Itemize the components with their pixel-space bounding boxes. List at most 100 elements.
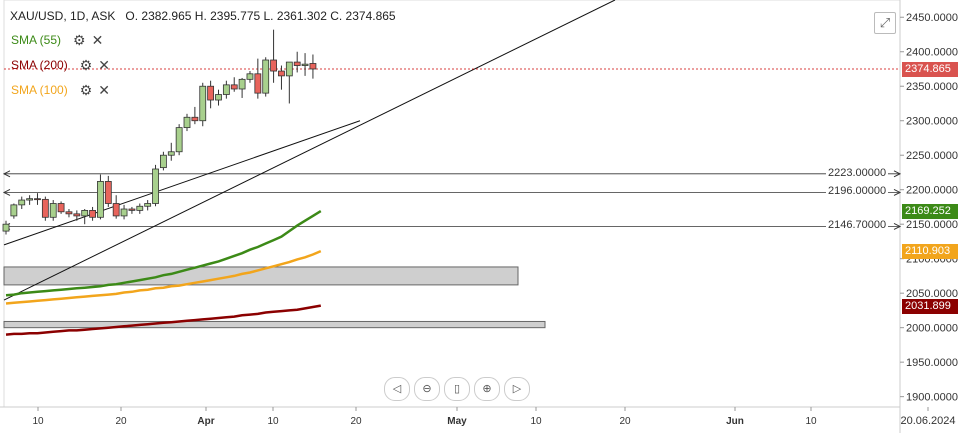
price-tag: 2031.899 [902, 298, 958, 314]
price-tag: 2110.903 [902, 244, 958, 260]
candle-body [26, 198, 34, 201]
candle-body [215, 94, 222, 101]
candle-body [222, 84, 230, 95]
close-icon[interactable]: ✕ [98, 82, 110, 98]
candle-body [199, 85, 207, 122]
line-arrow-right [893, 223, 902, 230]
y-tick-label: 2350.0000 [906, 81, 958, 93]
line-arrow-right [893, 170, 902, 178]
legend-label: SMA (55) [11, 33, 62, 47]
x-tick-label: Apr [197, 416, 214, 427]
candle-body [309, 63, 317, 70]
candle-body [301, 63, 309, 66]
sma55-line [5, 210, 322, 297]
legend-label: SMA (200) [11, 58, 68, 72]
y-tick-label: 2050.0000 [906, 288, 958, 300]
candle-body [167, 151, 175, 156]
candle-body [136, 205, 144, 211]
candle-body [128, 208, 136, 211]
candle-body [254, 73, 262, 94]
x-tick-label: 10 [32, 416, 44, 427]
price-tag: 2374.865 [902, 62, 958, 78]
chart-navigation: ◁ ⊖ ▯ ⊕ ▷ [384, 377, 530, 401]
candle-body [49, 203, 57, 218]
x-tick-label: 20.06.2024 [900, 415, 955, 427]
candle-body [57, 203, 65, 213]
candle-body [262, 59, 270, 94]
gear-icon[interactable]: ⚙ [73, 32, 86, 48]
y-tick-label: 2000.0000 [906, 323, 958, 335]
candle-body [2, 223, 10, 232]
gear-icon[interactable]: ⚙ [79, 82, 93, 98]
candle-body [285, 61, 293, 77]
legend-sma200: SMA (200) ⚙ ✕ [11, 57, 110, 73]
trend-line-upper [3, 0, 616, 301]
x-tick-label: 10 [267, 416, 279, 427]
hline-label: 2196.00000 [826, 185, 889, 198]
line-arrow-right [893, 189, 902, 196]
symbol-label: XAU/USD, 1D, ASK [10, 9, 116, 23]
candle-body [41, 198, 49, 218]
gear-icon[interactable]: ⚙ [79, 57, 93, 73]
candle-body [183, 116, 191, 129]
y-tick-label: 2300.0000 [906, 116, 958, 128]
scroll-left-button[interactable]: ◁ [384, 377, 410, 401]
candle-body [120, 208, 128, 217]
candle-body [34, 198, 41, 201]
trend-line-lower [3, 120, 361, 246]
y-tick-label: 1900.0000 [906, 392, 958, 404]
candle-body [97, 181, 104, 218]
x-tick-label: 10 [805, 416, 817, 427]
y-tick-label: 1950.0000 [906, 357, 958, 369]
candle-body [10, 204, 18, 217]
ohlc-header: XAU/USD, 1D, ASK O. 2382.965 H. 2395.775… [10, 9, 396, 23]
scroll-right-button[interactable]: ▷ [504, 377, 530, 401]
candle-body [230, 84, 238, 90]
close-icon[interactable]: ✕ [91, 32, 104, 48]
candle-body [81, 209, 89, 217]
line-arrow-left [2, 170, 11, 178]
x-tick-label: 20 [350, 416, 362, 427]
close-icon[interactable]: ✕ [98, 57, 110, 73]
x-tick-label: May [447, 416, 467, 427]
candle-body [238, 78, 246, 90]
hline-label: 2146.70000 [826, 219, 889, 232]
candle-body [159, 154, 167, 169]
candle-body [293, 61, 301, 66]
line-arrow-left [2, 189, 11, 196]
zoom-out-button[interactable]: ⊖ [414, 377, 440, 401]
x-tick-label: 10 [530, 416, 542, 427]
candle-body [104, 181, 112, 204]
fit-button[interactable]: ▯ [444, 377, 470, 401]
candle-body [18, 199, 26, 206]
price-tag: 2169.252 [902, 203, 958, 219]
candle-body [191, 116, 199, 122]
legend-sma100: SMA (100) ⚙ ✕ [11, 82, 110, 98]
hline-label: 2223.00000 [826, 166, 889, 179]
y-tick-label: 2200.0000 [906, 185, 958, 197]
candle-body [89, 209, 96, 218]
expand-icon[interactable]: ⤢ [874, 12, 896, 34]
y-tick-label: 2400.0000 [906, 47, 958, 59]
legend-label: SMA (100) [11, 83, 68, 97]
y-tick-label: 2250.0000 [906, 150, 958, 162]
x-tick-label: 20 [619, 416, 631, 427]
y-tick-label: 2450.0000 [906, 12, 958, 24]
zoom-in-button[interactable]: ⊕ [474, 377, 500, 401]
y-tick-label: 2150.0000 [906, 219, 958, 231]
candle-body [278, 70, 285, 77]
candle-body [144, 203, 152, 207]
x-tick-label: 20 [115, 416, 127, 427]
sma200-line [5, 304, 322, 336]
legend-sma55: SMA (55) ⚙ ✕ [11, 32, 103, 48]
candle-body [152, 168, 159, 204]
x-tick-label: Jun [726, 416, 744, 427]
candle-body [270, 59, 277, 72]
candle-body [175, 127, 183, 153]
sma100-line [5, 249, 322, 305]
candle-body [65, 211, 73, 215]
support-zone [3, 320, 546, 329]
candle-body [207, 85, 215, 101]
